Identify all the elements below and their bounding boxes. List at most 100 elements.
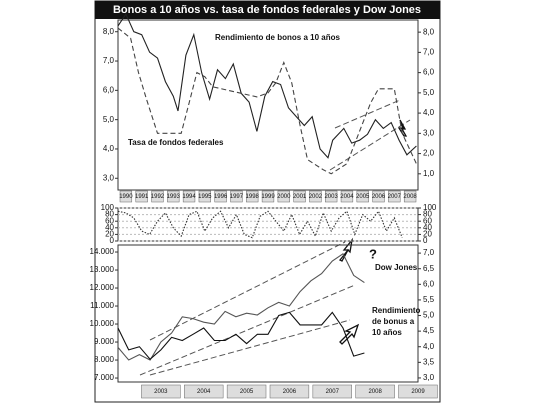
- x-tick-box: [119, 190, 133, 203]
- x-tick-label: 2006: [283, 389, 297, 395]
- y2-tick-label: 5,0: [423, 88, 435, 97]
- x-tick-label: 1997: [230, 194, 244, 200]
- x-tick-box: [226, 384, 267, 399]
- series-line: [117, 12, 417, 159]
- y2-tick-label: 6,0: [423, 68, 435, 77]
- y2-tick-label: 8,0: [423, 27, 435, 36]
- x-tick-label: 2005: [356, 194, 370, 200]
- x-tick-box: [141, 384, 181, 399]
- x-tick-label: 2003: [324, 194, 338, 200]
- y-tick-label: 0: [110, 236, 115, 245]
- y-tick-label: 14.000: [90, 247, 115, 256]
- y-tick-label: 40: [105, 223, 114, 232]
- y2-tick-label: 5,5: [423, 295, 435, 304]
- x-tick-label: 1998: [246, 194, 260, 200]
- y-tick-label: 8.000: [94, 355, 115, 364]
- x-tick-label: 2004: [197, 389, 211, 395]
- series-line: [117, 210, 403, 239]
- y-tick-label: 7,0: [103, 56, 115, 65]
- y-tick-label: 3,0: [103, 173, 115, 182]
- y-tick-label: 13.000: [90, 265, 115, 274]
- x-tick-box: [269, 384, 310, 399]
- y-tick-label: 100: [101, 203, 115, 212]
- y2-tick-label: 1,0: [423, 169, 435, 178]
- x-tick-label: 1999: [261, 194, 275, 200]
- y2-tick-label: 4,0: [423, 342, 435, 351]
- x-tick-box: [309, 190, 322, 203]
- y-tick-label: 9.000: [94, 337, 115, 346]
- y-tick-label: 40: [423, 223, 432, 232]
- x-tick-box: [340, 190, 354, 203]
- x-tick-label: 2002: [309, 194, 323, 200]
- y-tick-label: 60: [423, 216, 432, 225]
- y-tick-label: 8,0: [103, 27, 115, 36]
- x-tick-label: 2004: [340, 194, 354, 200]
- y-tick-label: 60: [105, 216, 114, 225]
- x-tick-box: [246, 190, 259, 203]
- plot-area: [117, 207, 419, 242]
- x-tick-box: [167, 190, 180, 203]
- y-tick-label: 100: [423, 203, 437, 212]
- x-tick-label: 2000: [277, 194, 291, 200]
- x-tick-label: 2001: [293, 194, 307, 200]
- y2-tick-label: 3,0: [423, 128, 435, 137]
- y-tick-label: 11.000: [90, 301, 114, 310]
- y-tick-label: 80: [423, 210, 432, 219]
- x-tick-box: [230, 190, 243, 203]
- plot-area: [117, 244, 419, 383]
- plot-area: [117, 19, 419, 191]
- trend-lines: [139, 99, 411, 376]
- annotation: 10 años: [372, 328, 402, 337]
- y2-tick-label: 7,0: [423, 47, 435, 56]
- x-tick-label: 2007: [388, 194, 402, 200]
- x-tick-label: 2009: [411, 389, 425, 395]
- annotation: Dow Jones: [375, 263, 418, 272]
- x-tick-label: 1990: [119, 194, 133, 200]
- x-tick-box: [398, 384, 438, 399]
- y-tick-label: 12.000: [90, 283, 115, 292]
- y2-tick-label: 6,0: [423, 279, 435, 288]
- x-tick-label: 2008: [368, 389, 382, 395]
- x-tick-label: 1996: [214, 194, 228, 200]
- x-tick-box: [214, 190, 227, 203]
- x-tick-box: [198, 190, 211, 203]
- series-line: [117, 311, 365, 360]
- y2-tick-label: 4,0: [423, 108, 435, 117]
- y-tick-label: 20: [105, 230, 114, 239]
- y-tick-label: 80: [105, 210, 114, 219]
- annotation: Rendimiento: [372, 306, 421, 315]
- x-tick-label: 1994: [182, 194, 196, 200]
- annotation: Rendimiento de bonos a 10 años: [215, 33, 340, 42]
- x-tick-box: [388, 190, 401, 203]
- y-tick-label: 10.000: [90, 319, 115, 328]
- x-tick-box: [312, 384, 352, 399]
- y2-tick-label: 6,5: [423, 264, 435, 273]
- annotation: de bonus a: [372, 317, 415, 326]
- x-tick-box: [356, 190, 369, 203]
- x-tick-label: 1991: [135, 194, 149, 200]
- series-line: [117, 252, 365, 361]
- y-tick-label: 5,0: [103, 115, 115, 124]
- y2-tick-label: 7,0: [423, 248, 435, 257]
- x-tick-box: [325, 190, 338, 203]
- y2-tick-label: 5,0: [423, 311, 435, 320]
- annotation: ?: [369, 246, 377, 261]
- y2-tick-label: 3,0: [423, 373, 435, 382]
- x-tick-box: [184, 384, 224, 399]
- y-tick-label: 20: [423, 230, 432, 239]
- x-tick-label: 2006: [372, 194, 386, 200]
- y2-tick-label: 4,5: [423, 326, 435, 335]
- x-tick-box: [277, 190, 290, 203]
- y2-tick-label: 3,5: [423, 357, 435, 366]
- x-tick-box: [403, 190, 417, 203]
- y2-tick-label: 2,0: [423, 149, 435, 158]
- series-line: [117, 27, 417, 175]
- chart-title: Bonos a 10 años vs. tasa de fondos feder…: [113, 4, 421, 16]
- x-tick-box: [261, 190, 275, 203]
- x-tick-label: 2005: [240, 389, 254, 395]
- annotation: Tasa de fondos federales: [128, 138, 224, 147]
- x-tick-label: 2008: [403, 194, 417, 200]
- x-tick-label: 1993: [167, 194, 181, 200]
- y-tick-label: 6,0: [103, 85, 115, 94]
